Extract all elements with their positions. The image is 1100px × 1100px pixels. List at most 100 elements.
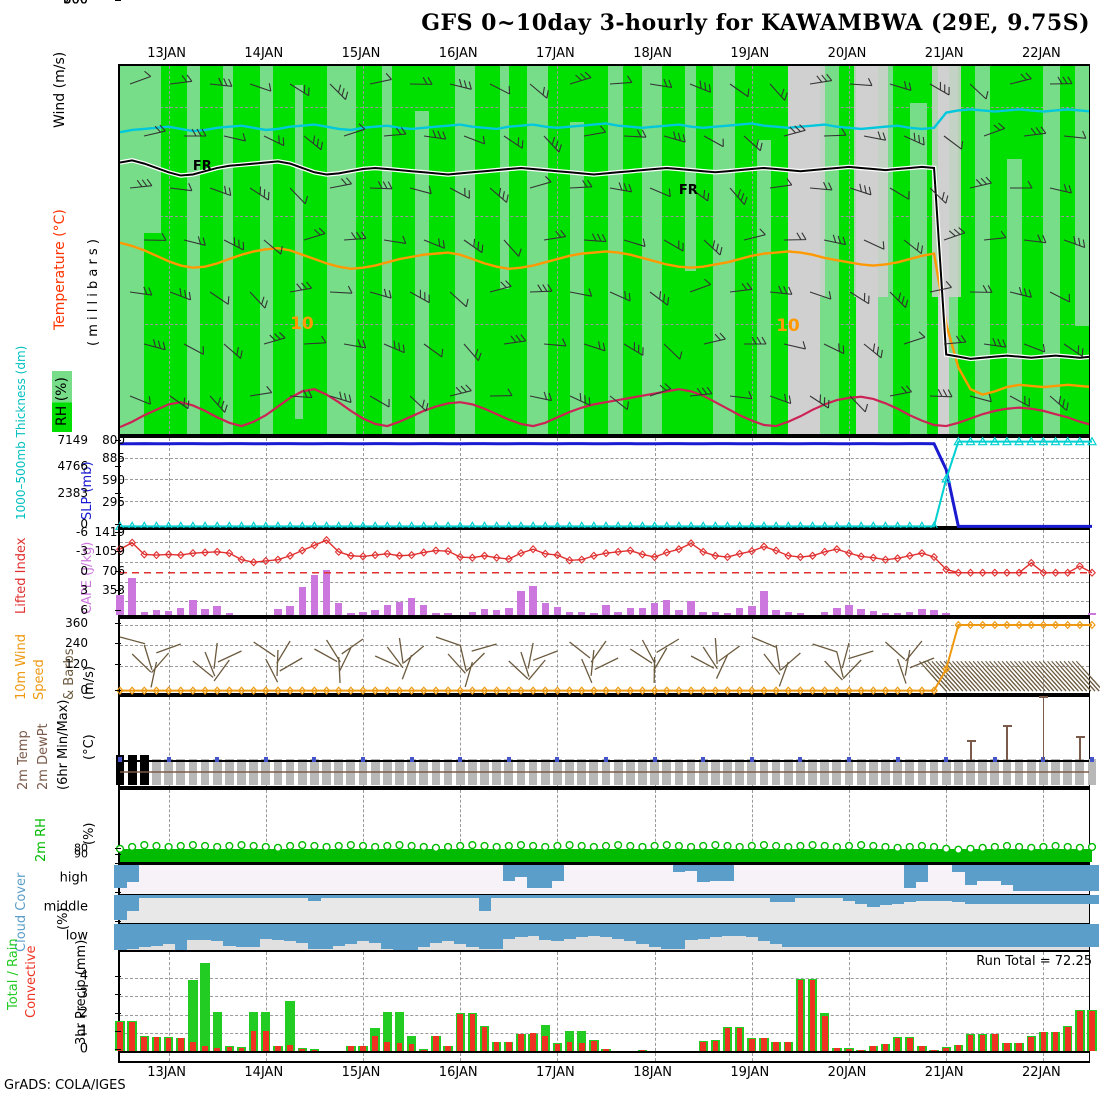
wind-speed-marker <box>893 686 902 695</box>
y-tick-mark <box>115 609 121 611</box>
lifted-index-marker <box>723 552 732 562</box>
cloud-cell <box>624 895 637 898</box>
date-tick-label: 15JAN <box>341 46 381 61</box>
rh-2m-marker <box>832 842 841 852</box>
wind-barb <box>249 385 273 397</box>
day-gridline <box>1043 438 1045 526</box>
cloud-cell <box>211 924 224 942</box>
wind-speed-marker <box>1027 620 1036 630</box>
lifted-index-marker <box>1002 568 1011 577</box>
wind-barb <box>649 383 672 397</box>
wind-speed-marker <box>517 686 525 695</box>
wind-speed-marker <box>274 686 282 695</box>
cloud-cell <box>575 924 589 938</box>
wind-barb <box>409 185 432 195</box>
wind-barb <box>903 132 925 146</box>
cloud-cell <box>976 924 990 948</box>
cloud-cell <box>879 895 893 906</box>
wind-barb <box>983 230 1007 241</box>
wind-barb <box>343 339 367 349</box>
y-tick-mark <box>115 523 121 525</box>
cloud-cell <box>223 895 236 898</box>
rh-2m-marker <box>1027 843 1036 852</box>
rh-2m-marker <box>237 840 246 850</box>
wind-barb <box>649 187 671 198</box>
thickness-marker <box>1026 436 1037 446</box>
upper-temperature-label: Temperature (°C) <box>52 209 68 330</box>
dewpt-2m-marker <box>506 757 511 762</box>
wind-barb <box>609 75 633 85</box>
wind-barb <box>943 335 967 345</box>
precip-convective-bar <box>931 1050 937 1051</box>
thickness-marker <box>1074 436 1085 446</box>
day-gridline <box>751 952 753 1061</box>
cape-bar <box>420 604 428 615</box>
cloud-cell <box>648 924 662 948</box>
wind-speed-marker <box>675 686 683 695</box>
cape-bar <box>432 613 440 615</box>
day-gridline <box>849 66 850 434</box>
date-tick-label: 19JAN <box>730 1065 770 1080</box>
precip-total-bar <box>188 980 198 1051</box>
date-tick-label: 20JAN <box>827 1065 867 1080</box>
wind-speed-marker <box>808 686 817 695</box>
cloud-cell <box>818 895 832 898</box>
wind-barb <box>249 291 268 309</box>
wind-barb-10m <box>972 660 1001 692</box>
rh-2m-marker <box>286 841 295 851</box>
freezing-level-line <box>120 159 1089 360</box>
y-tick-mark <box>115 0 121 1</box>
cloud-cell <box>745 895 759 898</box>
wind-barb <box>169 288 192 301</box>
wind-barb-10m <box>1071 660 1100 692</box>
dewpt-2m-marker <box>992 757 997 762</box>
precip-convective-bar <box>809 979 816 1051</box>
thickness-marker <box>989 436 1000 446</box>
wind-barb-10m <box>935 660 964 692</box>
rh-2m-marker <box>662 840 671 850</box>
wind-speed-marker <box>261 686 270 695</box>
day-gridline <box>363 438 364 526</box>
thickness-marker <box>1086 436 1098 446</box>
precip-convective-bar <box>1052 1032 1059 1051</box>
cloud-cell <box>223 924 236 946</box>
cloud-cell <box>1073 924 1087 948</box>
cloud-cell <box>843 895 856 901</box>
lifted-index-marker <box>626 546 635 555</box>
cape-bar <box>310 574 319 615</box>
cloud-cell <box>782 895 795 903</box>
day-gridline <box>849 438 850 526</box>
cape-gridline <box>120 542 1089 544</box>
wind-barb <box>263 135 285 147</box>
cloud-cell <box>575 895 589 898</box>
wind-speed-marker <box>1063 620 1072 630</box>
wind-barb <box>169 395 190 410</box>
rh-2m-marker <box>577 841 586 851</box>
wind-barb <box>689 187 710 202</box>
wind-barb <box>1023 343 1046 353</box>
lifted-index-marker <box>796 552 805 562</box>
cloud-cell <box>429 924 443 943</box>
day-gridline <box>751 438 753 526</box>
cloud-cell <box>1000 895 1014 904</box>
wind-barb-10m <box>956 660 984 692</box>
cloud-cell <box>830 895 844 898</box>
date-tick-label: 14JAN <box>244 46 284 61</box>
cloud-cell <box>1013 895 1026 904</box>
wind-barb <box>663 343 683 360</box>
rh-2m-marker <box>893 843 902 852</box>
day-gridline <box>751 66 753 434</box>
cloud-cell <box>381 895 394 898</box>
wind-barb <box>609 182 633 193</box>
wind-barb-10m <box>213 642 218 669</box>
wind-barb <box>209 77 233 87</box>
wind-barb <box>223 343 243 359</box>
wind-barb-10m <box>325 639 341 663</box>
lifted-index-marker <box>650 552 659 562</box>
cloud-cell <box>903 895 917 903</box>
wind-speed-marker <box>213 686 222 695</box>
wind-barb <box>983 337 1007 348</box>
rh-2m-marker <box>711 840 720 850</box>
precip-convective-bar <box>238 1047 245 1051</box>
cloud-cell <box>830 924 844 948</box>
